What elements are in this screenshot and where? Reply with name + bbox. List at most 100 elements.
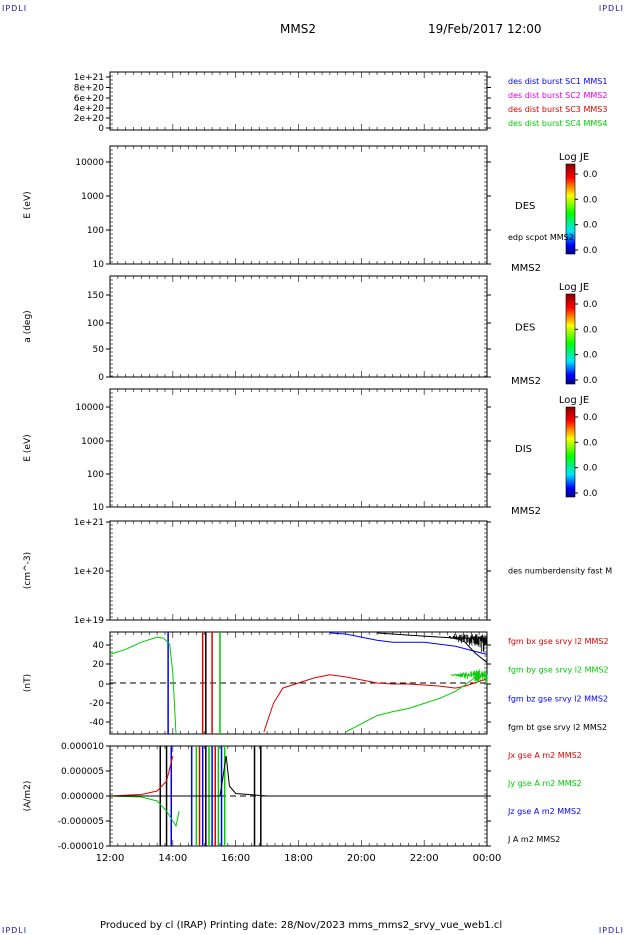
ytick-label: -0.000005 — [58, 817, 104, 827]
panel-frame — [109, 71, 488, 131]
series-line — [329, 632, 488, 655]
colorbar — [565, 406, 576, 498]
panel-des-energy — [106, 145, 578, 265]
corner-logo-top-left: IPDLI — [2, 4, 28, 13]
ytick-label: 150 — [87, 291, 104, 301]
legend-entry: Jx gse A m2 MMS2 — [507, 751, 582, 760]
spacecraft-title: MMS2 — [280, 22, 316, 36]
panel-density — [106, 520, 491, 621]
ytick-label: 1000 — [81, 437, 104, 447]
colorbar-tick-label: 0.0 — [583, 413, 598, 423]
colorbar-title: Log JE — [559, 152, 589, 163]
colorbar-title: Log JE — [559, 395, 589, 406]
colorbar-tick-label: 0.0 — [583, 325, 598, 335]
instrument-label: DES — [515, 201, 535, 212]
colorbar-title: Log JE — [559, 282, 589, 293]
series-line — [110, 755, 487, 797]
ytick-label: 40 — [93, 641, 105, 651]
colorbar-tick-label: 0.0 — [583, 221, 598, 231]
ytick-label: 1e+21 — [74, 73, 104, 83]
series-line — [345, 674, 488, 733]
panel-current — [106, 745, 491, 847]
y-axis-label: E (eV) — [23, 434, 33, 461]
colorbar-tick-label: 0.0 — [583, 246, 598, 256]
ytick-label: 0 — [98, 680, 104, 690]
ytick-label: 100 — [87, 226, 104, 236]
corner-logo-bottom-left: IPDLI — [2, 926, 28, 935]
ytick-label: 1e+20 — [74, 567, 105, 577]
panel-frame — [109, 145, 488, 265]
panel-des-dist-burst — [106, 71, 491, 131]
colorbar-tick-label: 0.0 — [583, 438, 598, 448]
ytick-label: -20 — [89, 699, 104, 709]
ytick-label: 0.000010 — [61, 742, 104, 752]
colorbar — [565, 163, 576, 255]
ytick-label: 50 — [93, 345, 105, 355]
ytick-label: 0 — [98, 124, 104, 134]
ytick-label: -40 — [89, 718, 104, 728]
legend-entry: des dist burst SC1 MMS1 — [508, 77, 607, 86]
colorbar — [565, 293, 576, 385]
ytick-label: 2e+20 — [74, 114, 105, 124]
panel-spacecraft-label: MMS2 — [511, 263, 541, 274]
ytick-label: 1000 — [81, 192, 104, 202]
legend-entry: des dist burst SC4 MMS4 — [508, 119, 607, 128]
y-axis-label: a (deg) — [23, 310, 33, 342]
legend-entry: fgm by gse srvy l2 MMS2 — [508, 666, 609, 675]
ytick-label: 20 — [93, 660, 105, 670]
ytick-label: 100 — [87, 470, 104, 480]
corner-logo-bottom-right: IPDLI — [598, 926, 624, 935]
series-line — [263, 674, 488, 733]
xtick-label: 20:00 — [347, 853, 376, 864]
legend-entry: fgm bx gse srvy l2 MMS2 — [508, 637, 609, 646]
xtick-label: 16:00 — [221, 853, 250, 864]
series-line — [109, 636, 177, 735]
ytick-label: 10000 — [75, 158, 104, 168]
ytick-label: -0.000010 — [58, 842, 104, 852]
panel-frame — [109, 520, 488, 621]
ytick-label: 8e+20 — [74, 84, 105, 94]
xtick-label: 00:00 — [473, 853, 502, 864]
ytick-label: 10 — [93, 503, 105, 513]
instrument-label: DIS — [515, 444, 532, 455]
side-label: edp scpot MMS2 — [508, 233, 574, 242]
ytick-label: 10 — [93, 260, 105, 270]
colorbar-tick-label: 0.0 — [583, 170, 598, 180]
xtick-label: 18:00 — [284, 853, 313, 864]
legend-entry: des numberdensity fast M — [508, 567, 612, 576]
instrument-label: DES — [515, 323, 535, 334]
xtick-label: 14:00 — [158, 853, 187, 864]
legend-entry: Jz gse A m2 MMS2 — [507, 807, 581, 816]
panel-frame — [109, 388, 488, 508]
panel-des-pitch — [106, 275, 578, 385]
legend-entry: J A m2 MMS2 — [507, 835, 560, 844]
y-axis-label: (cm^-3) — [23, 552, 33, 589]
panel-fgm — [106, 631, 491, 735]
series-line — [376, 632, 488, 663]
panel-spacecraft-label: MMS2 — [511, 376, 541, 387]
ytick-label: 1e+21 — [74, 518, 104, 528]
y-axis-label: (nT) — [23, 674, 33, 692]
colorbar-tick-label: 0.0 — [583, 376, 598, 386]
ytick-label: 0.000000 — [61, 792, 104, 802]
ytick-label: 1e+19 — [74, 616, 105, 626]
y-axis-label: E (eV) — [23, 191, 33, 218]
xtick-label: 22:00 — [410, 853, 439, 864]
colorbar-tick-label: 0.0 — [583, 351, 598, 361]
fgm-noise — [448, 634, 488, 684]
colorbar-tick-label: 0.0 — [583, 464, 598, 474]
legend-entry: Jy gse A m2 MMS2 — [507, 779, 582, 788]
ytick-label: 0.000005 — [61, 767, 104, 777]
panel-spacecraft-label: MMS2 — [511, 506, 541, 517]
corner-logo-top-right: IPDLI — [598, 4, 624, 13]
y-axis-label: (A/m2) — [23, 781, 33, 812]
datetime-title: 19/Feb/2017 12:00 — [428, 22, 542, 36]
ytick-label: 0 — [98, 373, 104, 383]
legend-entry: des dist burst SC2 MMS2 — [508, 91, 607, 100]
xtick-label: 12:00 — [96, 853, 125, 864]
legend-entry: fgm bz gse srvy l2 MMS2 — [508, 694, 608, 703]
colorbar-tick-label: 0.0 — [583, 489, 598, 499]
ytick-label: 10000 — [75, 403, 104, 413]
colorbar-tick-label: 0.0 — [583, 300, 598, 310]
